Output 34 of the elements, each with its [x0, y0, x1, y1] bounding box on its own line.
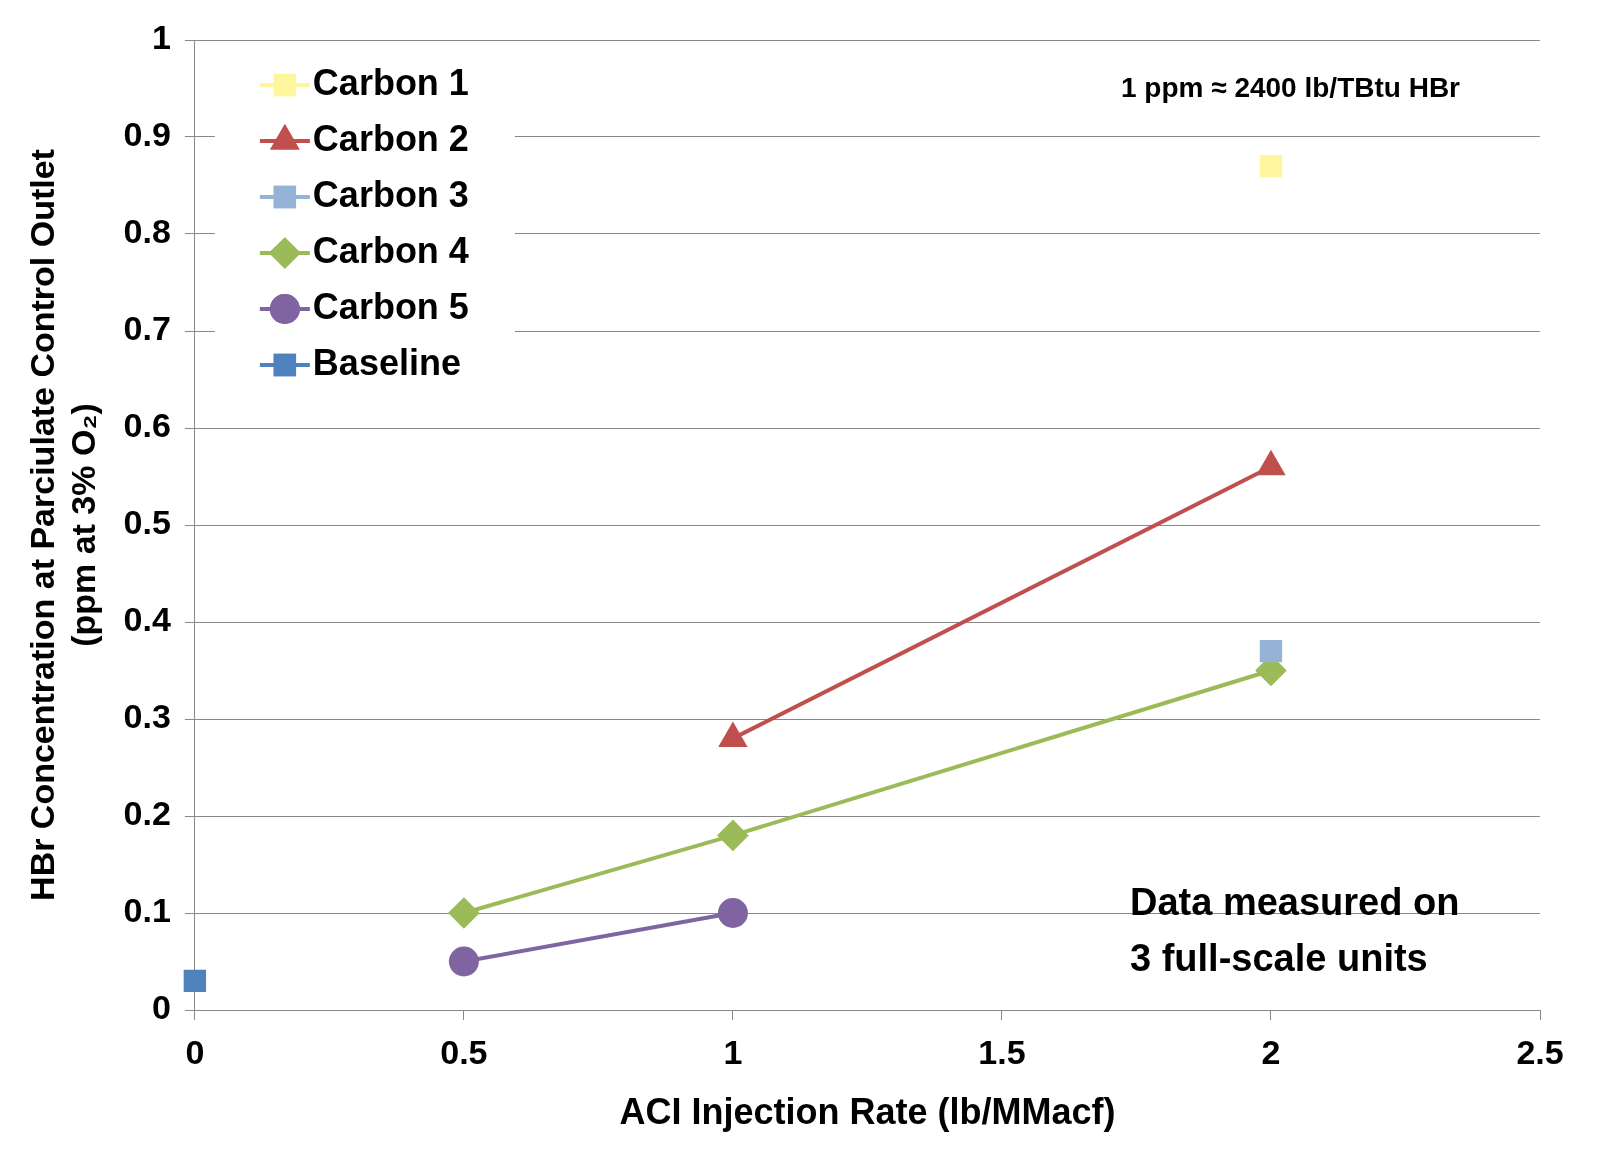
y-tick-label: 1	[151, 18, 171, 57]
y-tick-label: 0.5	[123, 503, 171, 542]
y-tick-label: 0.2	[123, 794, 171, 833]
point	[448, 946, 479, 977]
y-axis-title: HBr Concentration at Parciulate Control Outlet (ppm at 3% O₂)	[22, 149, 102, 901]
y-tick-label: 0.1	[123, 891, 171, 930]
x-axis-title: ACI Injection Rate (lb/MMacf)	[619, 1091, 1116, 1133]
x-tick-label: 1.5	[978, 1032, 1026, 1071]
y-tick-label: 0	[151, 988, 171, 1027]
point	[448, 898, 479, 928]
point	[717, 898, 748, 928]
legend-label: Baseline	[312, 341, 461, 383]
y-tick-label: 0.7	[123, 309, 171, 348]
legend-label: Carbon 2	[312, 117, 469, 159]
point	[183, 969, 207, 993]
annotation: Data measured on 3 full-scale units	[1130, 881, 1460, 979]
y-tick-label: 0.4	[123, 600, 171, 639]
y-tick-label: 0.8	[123, 212, 171, 251]
y-tick-label: 0.6	[123, 406, 171, 445]
x-tick-label: 2.5	[1516, 1032, 1564, 1071]
y-tick-label: 0.3	[123, 697, 171, 736]
x-tick-label: 0.5	[440, 1032, 488, 1071]
legend-label: Carbon 3	[312, 173, 469, 215]
legend-label: Carbon 1	[312, 61, 469, 103]
y-tick-label: 0.9	[123, 115, 171, 154]
annotation: 1 ppm ≈ 2400 lb/TBtu HBr	[1121, 72, 1461, 103]
point	[1259, 639, 1283, 663]
point	[717, 820, 748, 851]
legend-label: Carbon 5	[312, 285, 469, 327]
x-tick-label: 1	[723, 1032, 743, 1071]
x-tick-label: 0	[185, 1032, 205, 1071]
point	[1259, 154, 1283, 178]
x-tick-label: 2	[1261, 1032, 1281, 1071]
legend-label: Carbon 4	[312, 229, 469, 271]
